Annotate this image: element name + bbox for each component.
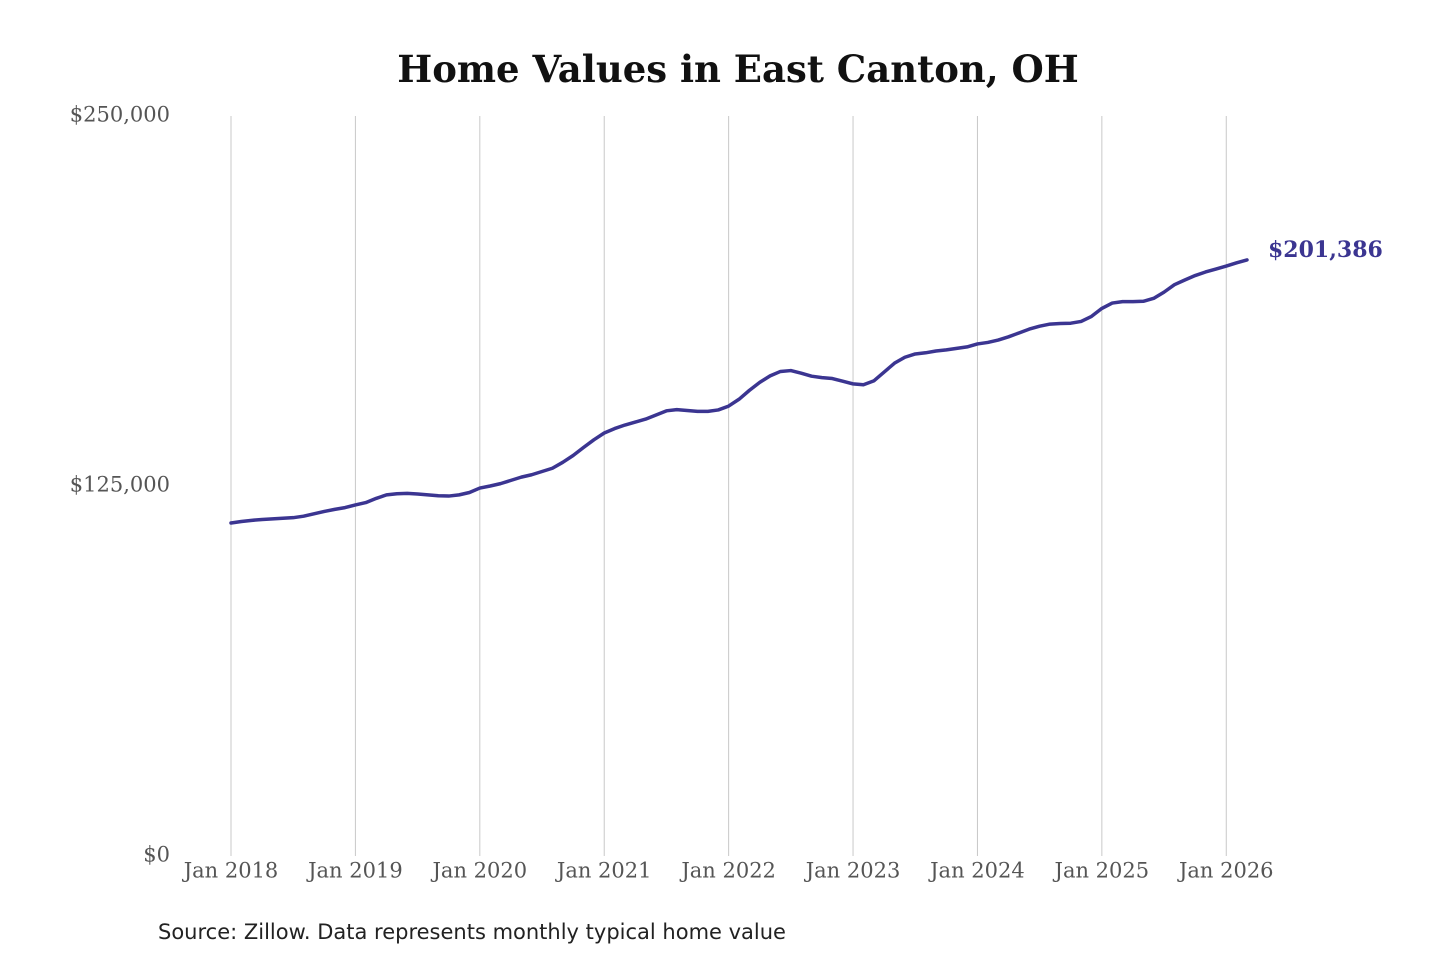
x-tick-label: Jan 2022 (679, 859, 776, 883)
y-tick-label: $125,000 (70, 473, 170, 497)
source-note: Source: Zillow. Data represents monthly … (158, 920, 786, 944)
x-tick-label: Jan 2025 (1053, 859, 1150, 883)
x-tick-label: Jan 2018 (182, 859, 279, 883)
x-tick-label: Jan 2021 (555, 859, 652, 883)
y-tick-label: $0 (143, 843, 170, 867)
chart-title: Home Values in East Canton, OH (397, 47, 1078, 91)
x-tick-label: Jan 2026 (1177, 859, 1274, 883)
x-tick-label: Jan 2019 (306, 859, 403, 883)
y-tick-label: $250,000 (70, 103, 170, 127)
value-label: $201,386 (1268, 237, 1383, 263)
x-tick-label: Jan 2024 (928, 859, 1025, 883)
data-line (229, 258, 1249, 525)
x-tick-label: Jan 2020 (431, 859, 528, 883)
x-tick-label: Jan 2023 (804, 859, 901, 883)
